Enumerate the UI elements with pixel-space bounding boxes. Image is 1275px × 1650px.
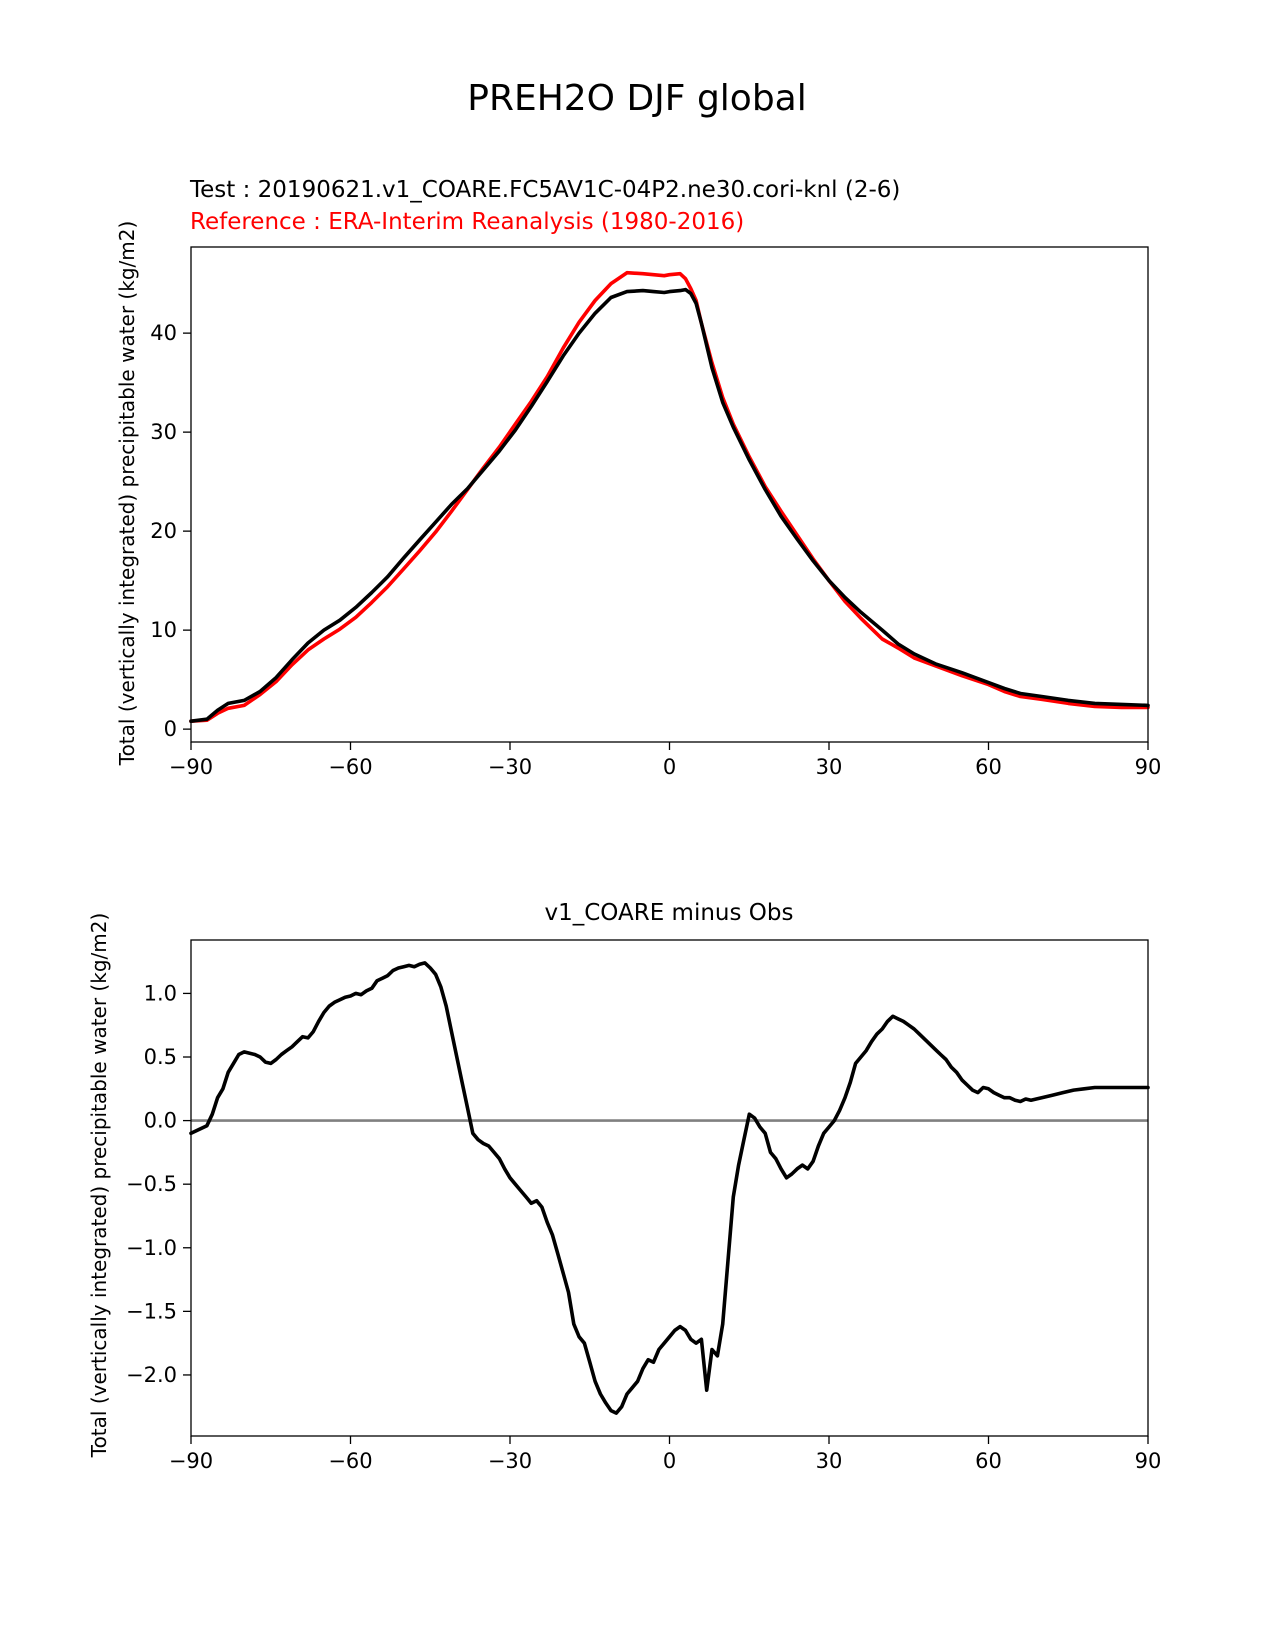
top-x-tick-label: −30 bbox=[488, 755, 532, 779]
reference-subtitle: Reference : ERA-Interim Reanalysis (1980… bbox=[190, 209, 744, 235]
top-y-tick-label: 0 bbox=[164, 717, 177, 741]
bottom-y-tick-label: 1.0 bbox=[144, 981, 177, 1005]
top-y-tick-label: 30 bbox=[150, 420, 177, 444]
bottom-x-tick-label: −60 bbox=[328, 1449, 372, 1473]
top-x-tick-label: 90 bbox=[1135, 755, 1162, 779]
top-series-line-reference bbox=[189, 270, 1150, 724]
bottom-x-tick-label: 60 bbox=[975, 1449, 1002, 1473]
top-y-tick-label: 40 bbox=[150, 321, 177, 345]
bottom-x-tick-label: 30 bbox=[816, 1449, 843, 1473]
top-y-tick-label: 10 bbox=[150, 618, 177, 642]
bottom-x-tick-label: −30 bbox=[488, 1449, 532, 1473]
bottom-plot-area: −90 −60 −30 0 30 60 90 1.0 0.5 0.0 −0.5 −1.0 −1.5 −2.… bbox=[126, 939, 1162, 1473]
bottom-y-tick-label: 0.5 bbox=[144, 1045, 177, 1069]
top-x-tick-label: −90 bbox=[169, 755, 213, 779]
figure-title: PREH2O DJF global bbox=[467, 78, 807, 119]
top-x-tick-label: −60 bbox=[328, 755, 372, 779]
bottom-panel: v1_COARE minus Obs Total (vertically int… bbox=[87, 900, 1161, 1473]
bottom-x-tick-label: 0 bbox=[663, 1449, 676, 1473]
top-y-axis-label: Total (vertically integrated) precipitab… bbox=[115, 221, 139, 767]
bottom-x-tick-label: −90 bbox=[169, 1449, 213, 1473]
top-x-tick-label: 0 bbox=[663, 755, 676, 779]
bottom-y-tick-label: −1.0 bbox=[126, 1236, 177, 1260]
top-plot-area: −90 −60 −30 0 30 60 90 0 10 20 30 40 bbox=[150, 246, 1162, 779]
bottom-y-tick-label: −2.0 bbox=[126, 1363, 177, 1387]
bottom-y-tick-label: −0.5 bbox=[126, 1172, 177, 1196]
bottom-series-line-v1-coare-minus-obs bbox=[189, 961, 1150, 1415]
top-panel: Test : 20190621.v1_COARE.FC5AV1C-04P2.ne… bbox=[115, 177, 1161, 779]
top-series-line-test bbox=[189, 287, 1150, 724]
top-y-tick-label: 20 bbox=[150, 519, 177, 543]
bottom-y-tick-label: 0.0 bbox=[144, 1109, 177, 1133]
test-subtitle: Test : 20190621.v1_COARE.FC5AV1C-04P2.ne… bbox=[189, 177, 900, 203]
difference-panel-title: v1_COARE minus Obs bbox=[545, 900, 794, 926]
bottom-x-tick-label: 90 bbox=[1135, 1449, 1162, 1473]
top-x-tick-label: 60 bbox=[975, 755, 1002, 779]
bottom-y-axis-label: Total (vertically integrated) precipitab… bbox=[87, 913, 111, 1459]
top-x-tick-label: 30 bbox=[816, 755, 843, 779]
bottom-y-tick-label: −1.5 bbox=[126, 1299, 177, 1323]
